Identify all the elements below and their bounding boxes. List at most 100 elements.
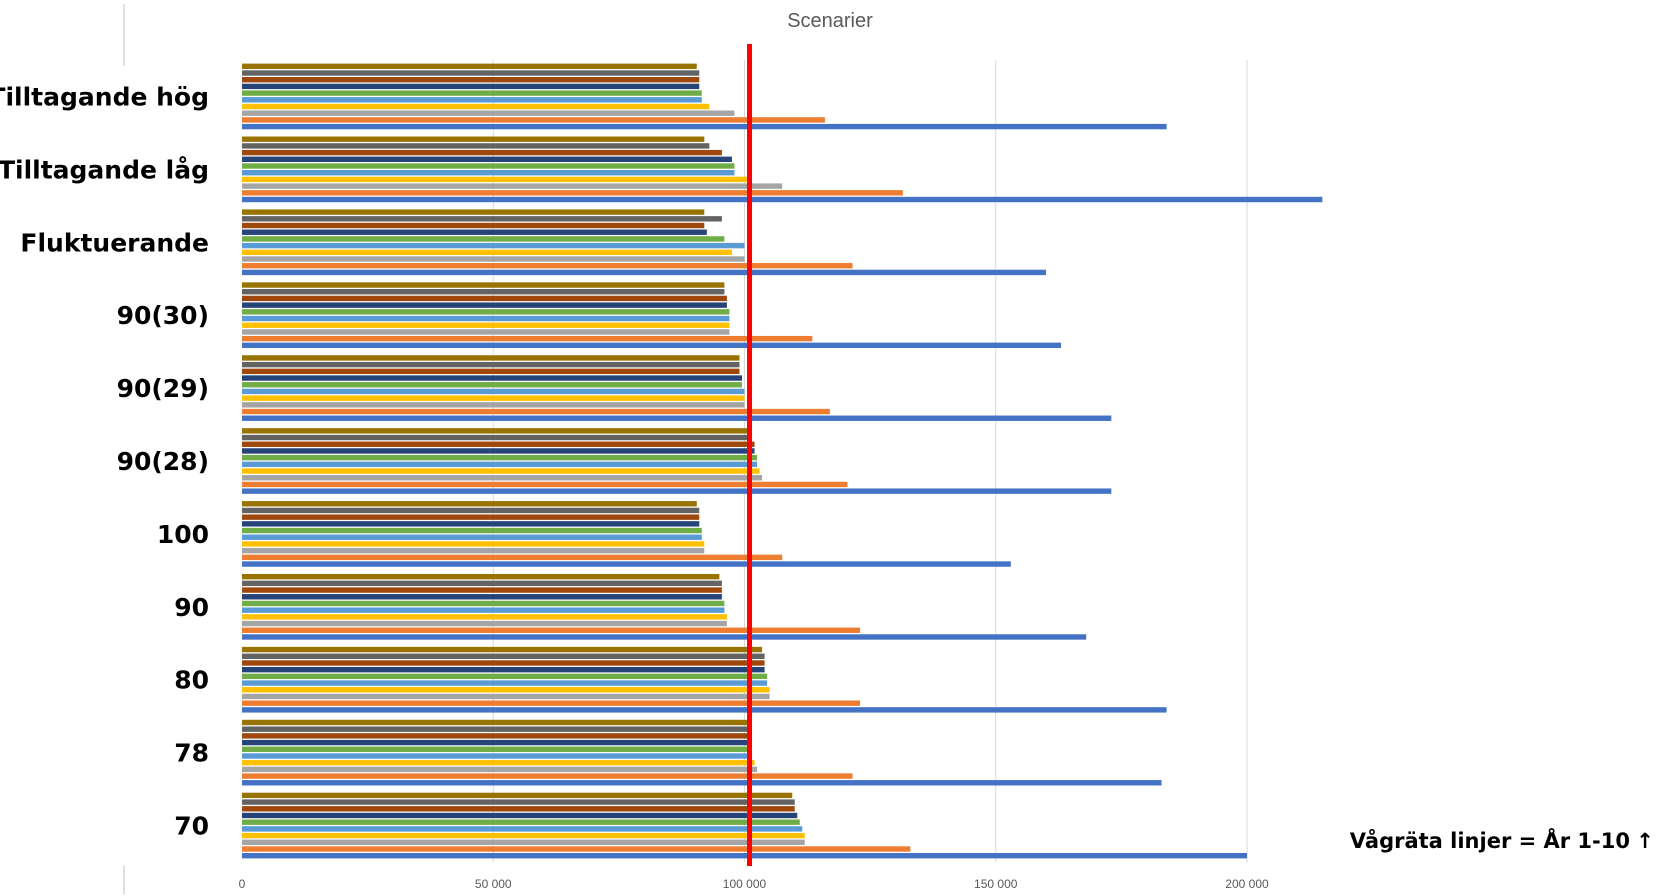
bar-4-series-9 xyxy=(242,501,697,507)
bar-8-series-5 xyxy=(242,236,725,242)
bar-6-series-2 xyxy=(242,402,745,408)
bar-6-series-3 xyxy=(242,395,745,401)
category-label-7: 90(30) xyxy=(117,301,209,330)
bar-0-series-7 xyxy=(242,806,795,812)
annotation-label: Vågräta linjer = År 1-10 xyxy=(1350,828,1630,853)
bar-10-series-5 xyxy=(242,90,702,96)
bar-10-series-4 xyxy=(242,97,702,103)
bar-0-series-8 xyxy=(242,799,795,805)
bar-2-series-8 xyxy=(242,653,765,659)
bar-1-series-5 xyxy=(242,746,750,752)
bar-9-series-2 xyxy=(242,183,783,189)
bar-2-series-5 xyxy=(242,673,768,680)
bar-3-series-0 xyxy=(242,634,1087,640)
bar-1-series-3 xyxy=(242,759,755,766)
bar-7-series-4 xyxy=(242,315,730,322)
bar-9-series-6 xyxy=(242,156,732,163)
category-label-3: 90 xyxy=(174,593,209,622)
bar-9-series-1 xyxy=(242,190,903,196)
bar-4-series-5 xyxy=(242,527,702,534)
bar-1-series-9 xyxy=(242,719,748,726)
category-label-1: 78 xyxy=(174,739,209,768)
bar-3-series-7 xyxy=(242,587,722,593)
bar-3-series-4 xyxy=(242,607,725,613)
bar-5-series-1 xyxy=(242,481,848,488)
bar-8-series-3 xyxy=(242,249,732,256)
bar-9-series-0 xyxy=(242,196,1323,203)
bar-7-series-3 xyxy=(242,322,730,328)
bar-8-series-9 xyxy=(242,209,705,215)
bar-10-series-0 xyxy=(242,123,1167,130)
bar-2-series-9 xyxy=(242,646,763,653)
category-label-8: Fluktuerande xyxy=(20,228,209,257)
bar-0-series-9 xyxy=(242,792,793,799)
bar-0-series-0 xyxy=(242,852,1247,859)
bar-8-series-2 xyxy=(242,256,745,262)
bar-10-series-9 xyxy=(242,63,697,70)
up-arrow-icon: ↑ xyxy=(1636,829,1654,853)
bar-10-series-1 xyxy=(242,117,825,123)
bar-4-series-4 xyxy=(242,534,702,540)
bar-9-series-8 xyxy=(242,143,710,149)
bar-5-series-2 xyxy=(242,475,763,481)
bar-6-series-9 xyxy=(242,355,740,361)
category-label-2: 80 xyxy=(174,666,209,695)
bar-7-series-5 xyxy=(242,309,730,315)
category-label-9: Tilltagande låg xyxy=(0,155,209,184)
bar-8-series-6 xyxy=(242,229,707,235)
bar-2-series-0 xyxy=(242,707,1167,713)
bar-8-series-7 xyxy=(242,222,705,229)
category-label-4: 100 xyxy=(157,520,209,549)
bar-4-series-1 xyxy=(242,554,783,561)
bar-7-series-0 xyxy=(242,342,1062,349)
bar-3-series-6 xyxy=(242,594,722,600)
category-label-10: Tilltagande hög xyxy=(0,82,209,111)
bar-9-series-4 xyxy=(242,170,735,176)
bar-5-series-8 xyxy=(242,434,753,441)
bar-2-series-4 xyxy=(242,680,768,686)
bar-6-series-6 xyxy=(242,375,742,381)
bar-1-series-4 xyxy=(242,753,753,759)
bar-10-series-8 xyxy=(242,70,700,76)
bar-5-series-0 xyxy=(242,488,1112,494)
bar-8-series-4 xyxy=(242,242,745,249)
bar-4-series-3 xyxy=(242,541,705,547)
bar-0-series-4 xyxy=(242,826,803,832)
bar-8-series-0 xyxy=(242,269,1046,276)
bar-10-series-2 xyxy=(242,110,735,116)
bar-4-series-0 xyxy=(242,561,1011,567)
tick-label-1: 50 000 xyxy=(475,877,512,891)
bar-2-series-2 xyxy=(242,693,770,700)
bar-7-series-9 xyxy=(242,282,725,288)
bar-7-series-8 xyxy=(242,289,725,295)
bar-9-series-7 xyxy=(242,149,722,156)
bar-0-series-3 xyxy=(242,832,805,839)
bar-0-series-6 xyxy=(242,812,798,819)
bar-3-series-8 xyxy=(242,580,722,587)
bar-3-series-3 xyxy=(242,614,727,620)
bar-6-series-7 xyxy=(242,368,740,375)
bar-0-series-5 xyxy=(242,819,800,825)
tick-label-4: 200 000 xyxy=(1225,877,1269,891)
bar-3-series-2 xyxy=(242,620,727,627)
bar-0-series-2 xyxy=(242,839,805,845)
bar-5-series-7 xyxy=(242,441,755,447)
bar-2-series-3 xyxy=(242,687,770,693)
bar-7-series-7 xyxy=(242,295,727,302)
bar-9-series-9 xyxy=(242,136,705,142)
bar-2-series-7 xyxy=(242,660,765,666)
bar-3-series-5 xyxy=(242,600,725,607)
bar-6-series-8 xyxy=(242,361,740,368)
bar-7-series-2 xyxy=(242,329,730,335)
bar-3-series-1 xyxy=(242,627,861,633)
bar-2-series-1 xyxy=(242,700,861,706)
bar-8-series-1 xyxy=(242,263,853,269)
bar-9-series-5 xyxy=(242,163,735,169)
bar-7-series-1 xyxy=(242,335,813,342)
bar-1-series-2 xyxy=(242,766,758,773)
bar-7-series-6 xyxy=(242,302,727,308)
bar-5-series-3 xyxy=(242,468,760,474)
bar-4-series-7 xyxy=(242,514,700,520)
chart-title: Scenarier xyxy=(787,10,873,32)
bar-4-series-8 xyxy=(242,507,700,514)
